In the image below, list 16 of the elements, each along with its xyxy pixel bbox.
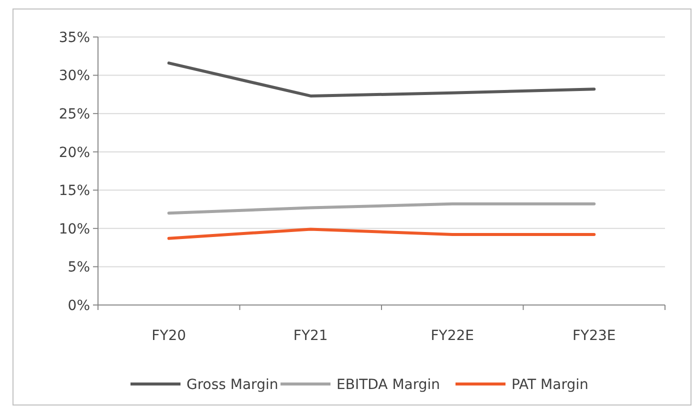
y-tick-label: 20% bbox=[58, 144, 90, 161]
x-tick-label: FY22E bbox=[430, 328, 474, 344]
y-tick-label: 15% bbox=[58, 183, 90, 200]
y-tick-label: 10% bbox=[58, 221, 90, 238]
x-tick-label: FY21 bbox=[293, 328, 328, 344]
legend-label: Gross Margin bbox=[186, 376, 278, 393]
x-tick-label: FY23E bbox=[572, 328, 616, 344]
y-tick-label: 25% bbox=[58, 106, 90, 122]
x-tick-label: FY20 bbox=[152, 328, 186, 344]
y-tick-label: 35% bbox=[58, 30, 90, 46]
legend-label: PAT Margin bbox=[512, 376, 588, 393]
line-series bbox=[167, 62, 596, 98]
y-tick-label: 5% bbox=[68, 260, 90, 276]
y-tick-label: 30% bbox=[58, 68, 90, 84]
y-tick-label: 0% bbox=[68, 298, 90, 314]
legend-label: EBITDA Margin bbox=[336, 376, 440, 393]
